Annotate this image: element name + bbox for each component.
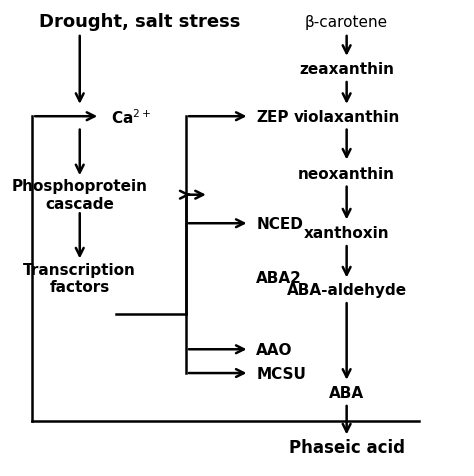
Text: ABA: ABA bbox=[329, 385, 364, 400]
Text: ZEP: ZEP bbox=[256, 109, 289, 124]
Text: ABA-aldehyde: ABA-aldehyde bbox=[287, 283, 407, 298]
Text: Transcription
factors: Transcription factors bbox=[23, 262, 136, 295]
Text: violaxanthin: violaxanthin bbox=[293, 109, 400, 124]
Text: ABA2: ABA2 bbox=[256, 271, 302, 286]
Text: NCED: NCED bbox=[256, 216, 303, 231]
Text: AAO: AAO bbox=[256, 342, 292, 357]
Text: neoxanthin: neoxanthin bbox=[298, 167, 395, 181]
Text: Phaseic acid: Phaseic acid bbox=[289, 438, 405, 456]
Text: Ca$^{2+}$: Ca$^{2+}$ bbox=[111, 108, 152, 126]
Text: Phosphoprotein
cascade: Phosphoprotein cascade bbox=[12, 179, 148, 211]
Text: zeaxanthin: zeaxanthin bbox=[299, 62, 394, 77]
Text: MCSU: MCSU bbox=[256, 366, 306, 381]
Text: xanthoxin: xanthoxin bbox=[304, 226, 390, 241]
Text: Drought, salt stress: Drought, salt stress bbox=[39, 13, 240, 31]
Text: β-carotene: β-carotene bbox=[305, 15, 388, 30]
